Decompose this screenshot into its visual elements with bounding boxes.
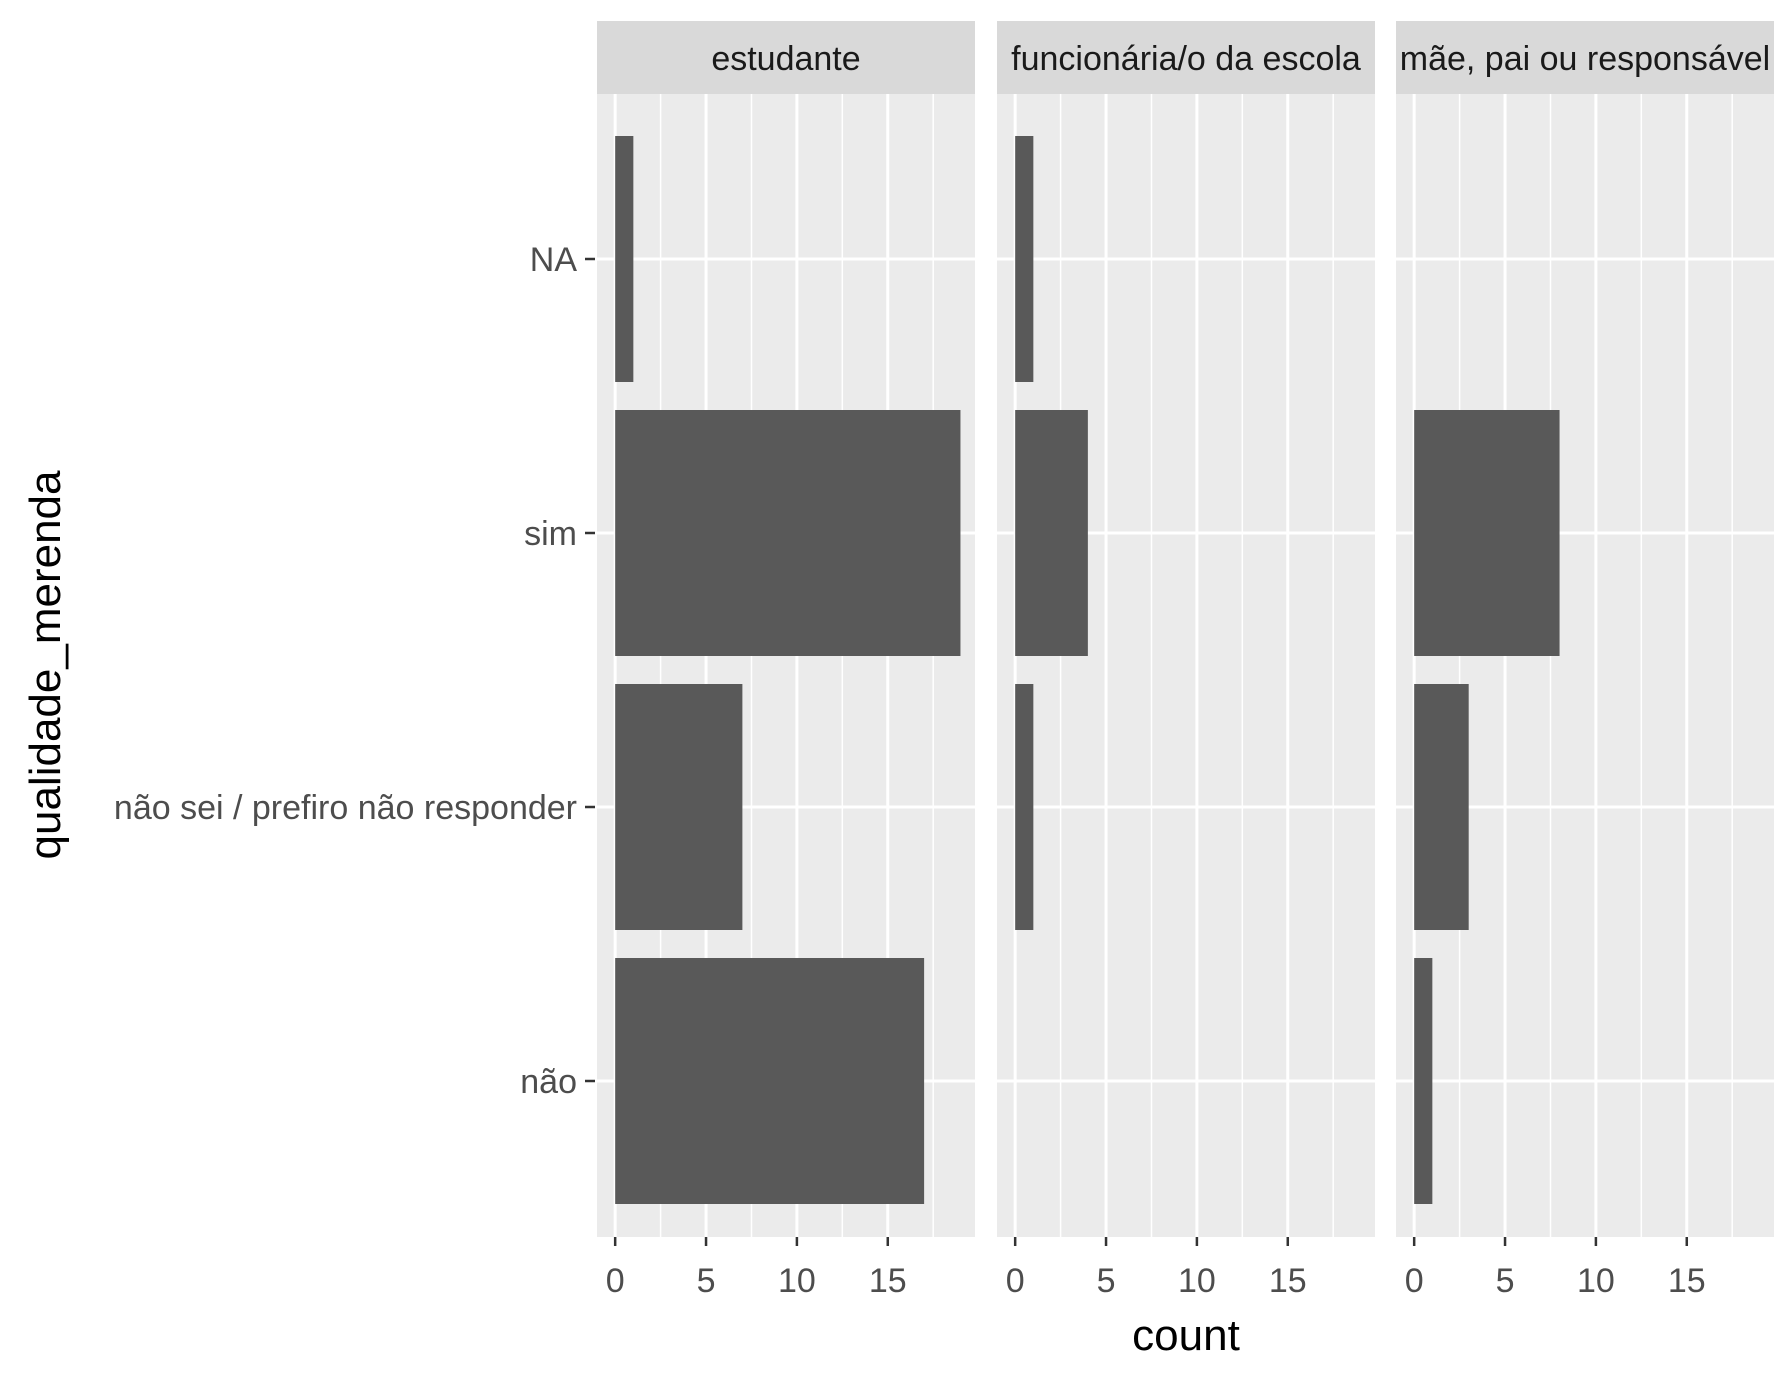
y-axis-title: qualidade_merenda	[21, 470, 70, 860]
panel-background	[997, 94, 1375, 1237]
facet-strip-label: funcionária/o da escola	[1011, 40, 1361, 78]
x-tick-label: 0	[606, 1262, 625, 1300]
x-axis-title: count	[1132, 1311, 1240, 1360]
x-tick-label: 0	[1006, 1262, 1025, 1300]
x-tick-label: 10	[1577, 1262, 1615, 1300]
y-tick-label: sim	[524, 515, 577, 553]
facet-strip-label: mãe, pai ou responsável	[1400, 40, 1770, 78]
facet-strip-background	[997, 21, 1375, 94]
bar-na	[615, 136, 634, 382]
facet-strip-background	[1396, 21, 1774, 94]
x-tick-label: 0	[1405, 1262, 1424, 1300]
bar-nao-sei-prefiro-nao-responder	[1414, 684, 1469, 930]
x-tick-label: 15	[1668, 1262, 1706, 1300]
y-tick-label: não sei / prefiro não responder	[114, 789, 577, 827]
x-tick-label: 15	[869, 1262, 907, 1300]
y-tick-label: não	[520, 1063, 577, 1101]
facet-strip-label: estudante	[711, 40, 860, 78]
bar-nao	[615, 958, 925, 1204]
bar-nao	[1414, 958, 1433, 1204]
x-tick-label: 10	[1178, 1262, 1216, 1300]
facet-panel-2: funcionária/o da escola 0 5 10 15	[997, 21, 1375, 1300]
y-axis: NA sim não sei / prefiro não responder não	[114, 241, 595, 1101]
x-tick-label: 5	[1097, 1262, 1116, 1300]
y-tick-label: NA	[530, 241, 578, 279]
facet-strip-background	[597, 21, 975, 94]
bar-sim	[1414, 410, 1560, 656]
x-tick-label: 5	[1496, 1262, 1515, 1300]
bar-nao-sei-prefiro-nao-responder	[615, 684, 743, 930]
x-tick-label: 15	[1269, 1262, 1307, 1300]
bar-sim	[615, 410, 961, 656]
x-tick-label: 5	[697, 1262, 716, 1300]
panel-background	[1396, 94, 1774, 1237]
x-tick-label: 10	[778, 1262, 816, 1300]
facet-panel-3: mãe, pai ou responsável 0 5 10 15	[1396, 21, 1774, 1300]
bar-nao-sei-prefiro-nao-responder	[1015, 684, 1034, 930]
bar-sim	[1015, 410, 1088, 656]
facet-panel-1: estudante 0 5 10 15	[597, 21, 975, 1300]
bar-na	[1015, 136, 1034, 382]
